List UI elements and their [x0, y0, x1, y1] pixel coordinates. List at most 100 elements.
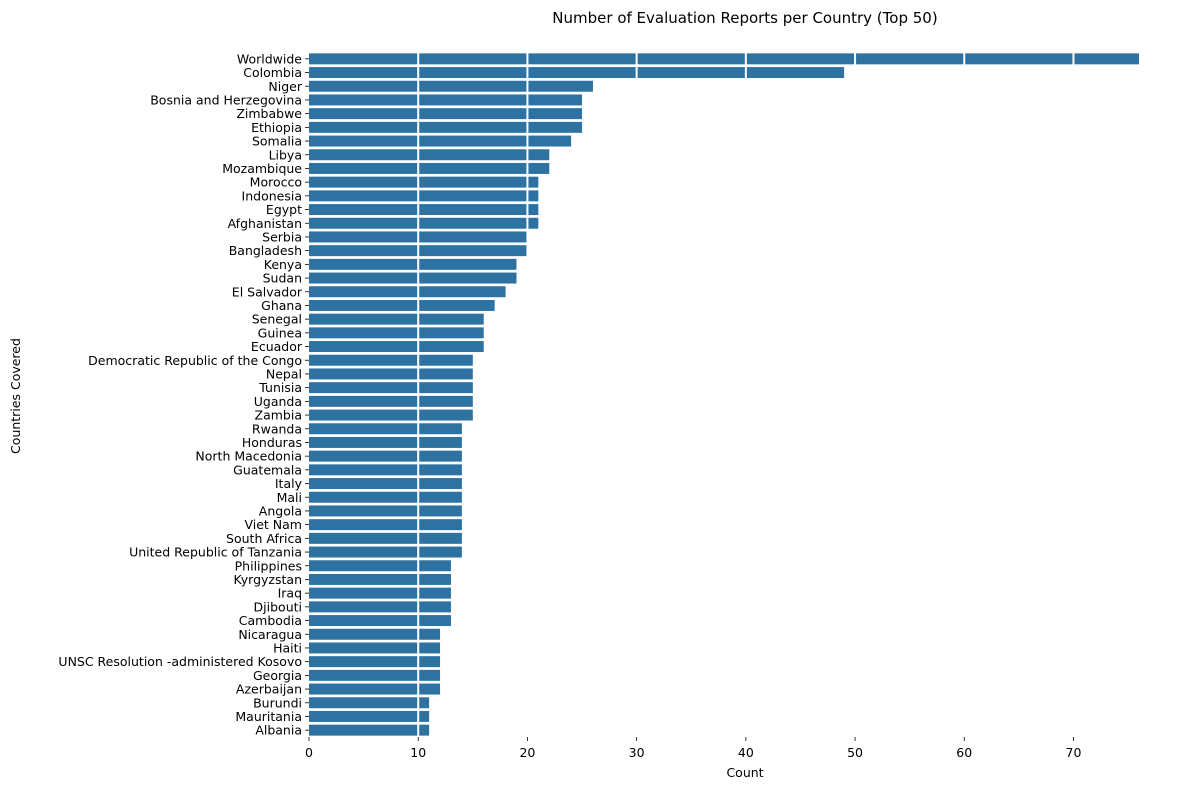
x-tick-label: 30: [629, 745, 645, 760]
bar: [309, 258, 517, 270]
y-tick-label: United Republic of Tanzania: [129, 545, 302, 560]
bar: [309, 615, 451, 627]
y-tick-label: Bosnia and Herzegovina: [150, 92, 302, 107]
bar: [309, 204, 539, 216]
y-tick-label: Iraq: [278, 586, 302, 601]
y-tick-label: Burundi: [253, 695, 302, 710]
bar: [309, 710, 430, 722]
y-tick-label: Italy: [275, 476, 303, 491]
y-tick-label: Uganda: [254, 394, 302, 409]
y-tick-label: Albania: [255, 723, 302, 738]
bar: [309, 697, 430, 709]
y-tick-label: Egypt: [266, 202, 302, 217]
x-tick-label: 20: [519, 745, 535, 760]
y-tick-label: Afghanistan: [228, 216, 302, 231]
y-tick-label: Rwanda: [252, 421, 302, 436]
y-tick-label: Philippines: [235, 558, 302, 573]
y-tick-label: Kenya: [264, 257, 302, 272]
bar: [309, 409, 473, 421]
y-tick-label: Guatemala: [233, 462, 302, 477]
y-tick-label: North Macedonia: [195, 449, 302, 464]
bar: [309, 67, 845, 79]
y-tick-label: Tunisia: [258, 380, 302, 395]
y-tick-label: Georgia: [253, 668, 302, 683]
x-axis-label: Count: [726, 765, 763, 780]
bar: [309, 121, 583, 133]
y-tick-label: Somalia: [252, 134, 302, 149]
x-tick-label: 50: [847, 745, 863, 760]
bar: [309, 478, 462, 490]
bar: [309, 94, 583, 106]
bar: [309, 53, 1139, 65]
y-tick-label: Nepal: [266, 366, 302, 381]
x-tick-label: 40: [738, 745, 754, 760]
bar: [309, 450, 462, 462]
bar: [309, 546, 462, 558]
y-tick-label: Ecuador: [251, 339, 303, 354]
y-tick-label: Niger: [268, 79, 302, 94]
bar: [309, 669, 441, 681]
y-tick-label: Mali: [277, 490, 302, 505]
y-tick-label: El Salvador: [232, 284, 303, 299]
y-tick-label: Serbia: [262, 229, 302, 244]
bar: [309, 642, 441, 654]
bar: [309, 395, 473, 407]
bar: [309, 135, 572, 147]
y-tick-label: Mauritania: [235, 709, 302, 724]
y-tick-label: Nicaragua: [238, 627, 302, 642]
y-tick-label: Morocco: [250, 175, 302, 190]
bar: [309, 176, 539, 188]
chart-title: Number of Evaluation Reports per Country…: [552, 9, 937, 27]
y-tick-label: Democratic Republic of the Congo: [88, 353, 302, 368]
y-tick-label: Bangladesh: [229, 243, 302, 258]
bars-group: [309, 53, 1139, 736]
bar: [309, 327, 484, 339]
bar: [309, 532, 462, 544]
y-tick-label: South Africa: [226, 531, 302, 546]
bar: [309, 341, 484, 353]
y-tick-label: Zambia: [255, 408, 302, 423]
bar: [309, 724, 430, 736]
y-tick-label: Ethiopia: [251, 120, 302, 135]
bar: [309, 505, 462, 517]
y-tick-label: Colombia: [243, 65, 302, 80]
bar: [309, 587, 451, 599]
bar: [309, 519, 462, 531]
y-tick-label: Guinea: [258, 325, 302, 340]
bar: [309, 80, 593, 92]
bar: [309, 299, 495, 311]
bar: [309, 272, 517, 284]
bar: [309, 683, 441, 695]
bar: [309, 149, 550, 161]
x-tick-label: 60: [956, 745, 972, 760]
y-tick-label: Sudan: [263, 271, 302, 286]
x-axis-ticks: 0 10 20 30 40 50 60 70: [305, 737, 1081, 760]
bar: [309, 601, 451, 613]
y-tick-label: UNSC Resolution -administered Kosovo: [58, 654, 302, 669]
bar: [309, 217, 539, 229]
bar: [309, 491, 462, 503]
y-tick-label: Worldwide: [237, 51, 302, 66]
bar: [309, 560, 451, 572]
y-tick-label: Cambodia: [239, 613, 302, 628]
bar: [309, 464, 462, 476]
bar: [309, 368, 473, 380]
bar: [309, 628, 441, 640]
bar: [309, 656, 441, 668]
y-tick-label: Azerbaijan: [236, 682, 302, 697]
y-tick-label: Mozambique: [222, 161, 302, 176]
y-tick-label: Ghana: [261, 298, 302, 313]
bar: [309, 436, 462, 448]
y-tick-label: Djibouti: [254, 599, 302, 614]
y-tick-label: Indonesia: [242, 188, 302, 203]
y-tick-label: Viet Nam: [244, 517, 302, 532]
gridlines-group: [417, 52, 1075, 737]
y-tick-label: Senegal: [252, 312, 302, 327]
y-tick-label: Zimbabwe: [236, 106, 302, 121]
y-tick-label: Kyrgyzstan: [234, 572, 303, 587]
y-tick-label: Angola: [259, 503, 302, 518]
bar: [309, 190, 539, 202]
